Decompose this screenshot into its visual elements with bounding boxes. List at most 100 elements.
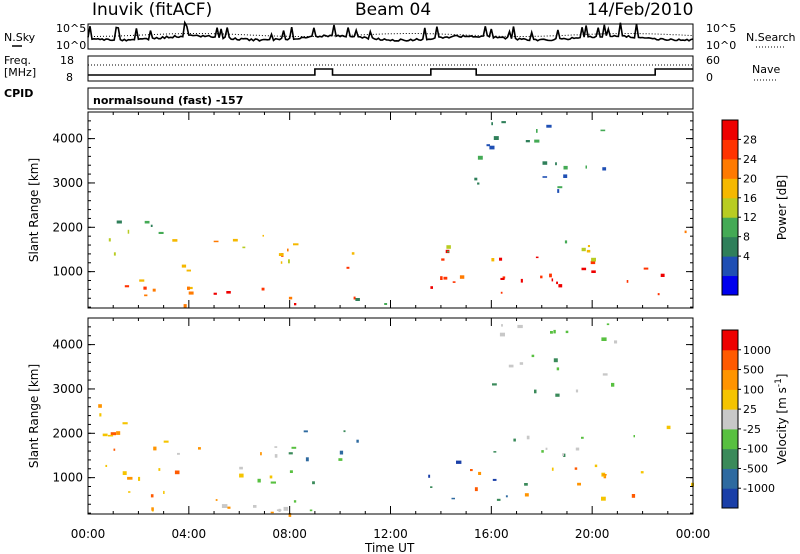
power-cell bbox=[384, 303, 388, 305]
power-cell bbox=[226, 291, 231, 294]
nave-label: Nave bbox=[752, 63, 780, 76]
power-cell bbox=[563, 165, 568, 170]
velocity-colorbar-tick: -25 bbox=[743, 423, 761, 436]
velocity-cell bbox=[291, 446, 297, 449]
power-cell bbox=[108, 238, 111, 242]
nsky-label: N.Sky bbox=[4, 31, 36, 44]
power-colorbar-segment bbox=[722, 217, 738, 238]
velocity-cell bbox=[577, 482, 581, 486]
velocity-frame bbox=[87, 317, 694, 515]
velocity-cell bbox=[151, 507, 154, 511]
power-cell bbox=[557, 186, 563, 189]
power-cell bbox=[564, 240, 568, 244]
power-cell bbox=[563, 174, 568, 178]
power-cell bbox=[124, 285, 130, 288]
velocity-cell bbox=[99, 413, 102, 417]
velocity-cell bbox=[253, 505, 257, 508]
power-colorbar-label: Power [dB] bbox=[775, 175, 789, 240]
velocity-cell bbox=[276, 509, 282, 511]
velocity-colorbar-label: Velocity [m s-1] bbox=[774, 374, 789, 465]
velocity-cell bbox=[541, 450, 544, 453]
velocity-cell bbox=[293, 500, 297, 503]
velocity-cell bbox=[555, 393, 560, 397]
power-cell bbox=[500, 277, 505, 280]
power-cell bbox=[181, 264, 187, 268]
noise-tick-bottom-left: 10^0 bbox=[56, 39, 86, 52]
freq-label: Freq. bbox=[4, 54, 31, 67]
power-cell bbox=[581, 267, 587, 271]
velocity-cell bbox=[478, 471, 482, 475]
velocity-cell bbox=[177, 452, 180, 455]
power-cell bbox=[477, 182, 480, 185]
power-cell bbox=[459, 275, 465, 279]
x-tick-label: 16:00 bbox=[474, 527, 509, 541]
power-colorbar-tick: 4 bbox=[743, 250, 750, 263]
velocity-cell bbox=[562, 453, 564, 457]
power-cell bbox=[540, 275, 543, 279]
power-cell bbox=[474, 177, 478, 181]
freq-tick-bottom: 8 bbox=[66, 71, 73, 84]
power-cell bbox=[452, 281, 456, 283]
power-cell bbox=[502, 276, 506, 279]
power-cell bbox=[549, 273, 552, 278]
power-y-tick-label: 3000 bbox=[52, 176, 83, 190]
power-cell bbox=[143, 286, 147, 290]
noise-sky-trace bbox=[87, 20, 694, 42]
velocity-colorbar-segment bbox=[722, 349, 738, 371]
power-cell bbox=[183, 304, 187, 308]
power-cell bbox=[591, 257, 596, 262]
velocity-colorbar-segment bbox=[722, 369, 738, 390]
velocity-colorbar-tick: 100 bbox=[743, 383, 764, 396]
velocity-cell bbox=[524, 493, 529, 497]
velocity-cell bbox=[505, 495, 508, 498]
power-cell bbox=[447, 250, 450, 253]
velocity-cell bbox=[215, 499, 218, 501]
noise-tick-top-right: 10^5 bbox=[706, 22, 736, 35]
power-colorbar-tick: 20 bbox=[743, 172, 757, 185]
velocity-cell bbox=[602, 373, 608, 376]
power-colorbar-segment bbox=[722, 120, 738, 140]
velocity-cell bbox=[524, 483, 528, 486]
velocity-cell bbox=[288, 452, 293, 455]
power-cell bbox=[113, 252, 116, 256]
noise-tick-bottom-right: 10^0 bbox=[706, 39, 736, 52]
frequency-trace bbox=[88, 68, 693, 76]
velocity-cell bbox=[343, 430, 346, 433]
power-cell bbox=[443, 276, 448, 280]
velocity-cell bbox=[122, 471, 127, 475]
beam-title: Beam 04 bbox=[355, 0, 431, 20]
power-colorbar-tick: 28 bbox=[743, 133, 757, 146]
velocity-cell bbox=[474, 487, 478, 492]
velocity-cell bbox=[122, 422, 128, 425]
velocity-cell bbox=[227, 506, 231, 509]
velocity-cell bbox=[127, 476, 133, 480]
date-title: 14/Feb/2010 bbox=[587, 0, 693, 20]
velocity-colorbar-segment bbox=[722, 488, 738, 509]
power-cell bbox=[546, 124, 552, 128]
power-colorbar-segment bbox=[722, 139, 738, 160]
velocity-y-tick-label: 3000 bbox=[52, 382, 83, 396]
cpid-text: normalsound (fast) -157 bbox=[93, 94, 243, 107]
power-cell bbox=[294, 303, 297, 306]
velocity-cell bbox=[614, 340, 618, 344]
velocity-cell bbox=[105, 464, 108, 467]
velocity-colorbar-tick: -500 bbox=[743, 462, 768, 475]
power-cell bbox=[684, 230, 687, 234]
velocity-y-tick-label: 2000 bbox=[52, 426, 83, 440]
power-cell bbox=[288, 296, 293, 300]
velocity-cell bbox=[492, 383, 497, 386]
velocity-cell bbox=[270, 481, 276, 484]
x-tick-label: 20:00 bbox=[575, 527, 610, 541]
velocity-cell bbox=[260, 452, 262, 456]
power-colorbar-segment bbox=[722, 236, 738, 257]
noise-search-trace bbox=[88, 33, 693, 37]
power-y-tick-label: 4000 bbox=[52, 132, 83, 146]
velocity-cell bbox=[534, 389, 537, 394]
power-cell bbox=[657, 293, 660, 296]
time-axis: 00:00 04:00 08:00 12:00 16:00 20:00 00:00 bbox=[71, 527, 711, 541]
velocity-colorbar-tick: -100 bbox=[743, 443, 768, 456]
power-cell bbox=[542, 161, 548, 165]
power-cell bbox=[116, 220, 122, 224]
velocity-cell bbox=[470, 469, 473, 472]
velocity-colorbar-tick: 25 bbox=[743, 403, 757, 416]
